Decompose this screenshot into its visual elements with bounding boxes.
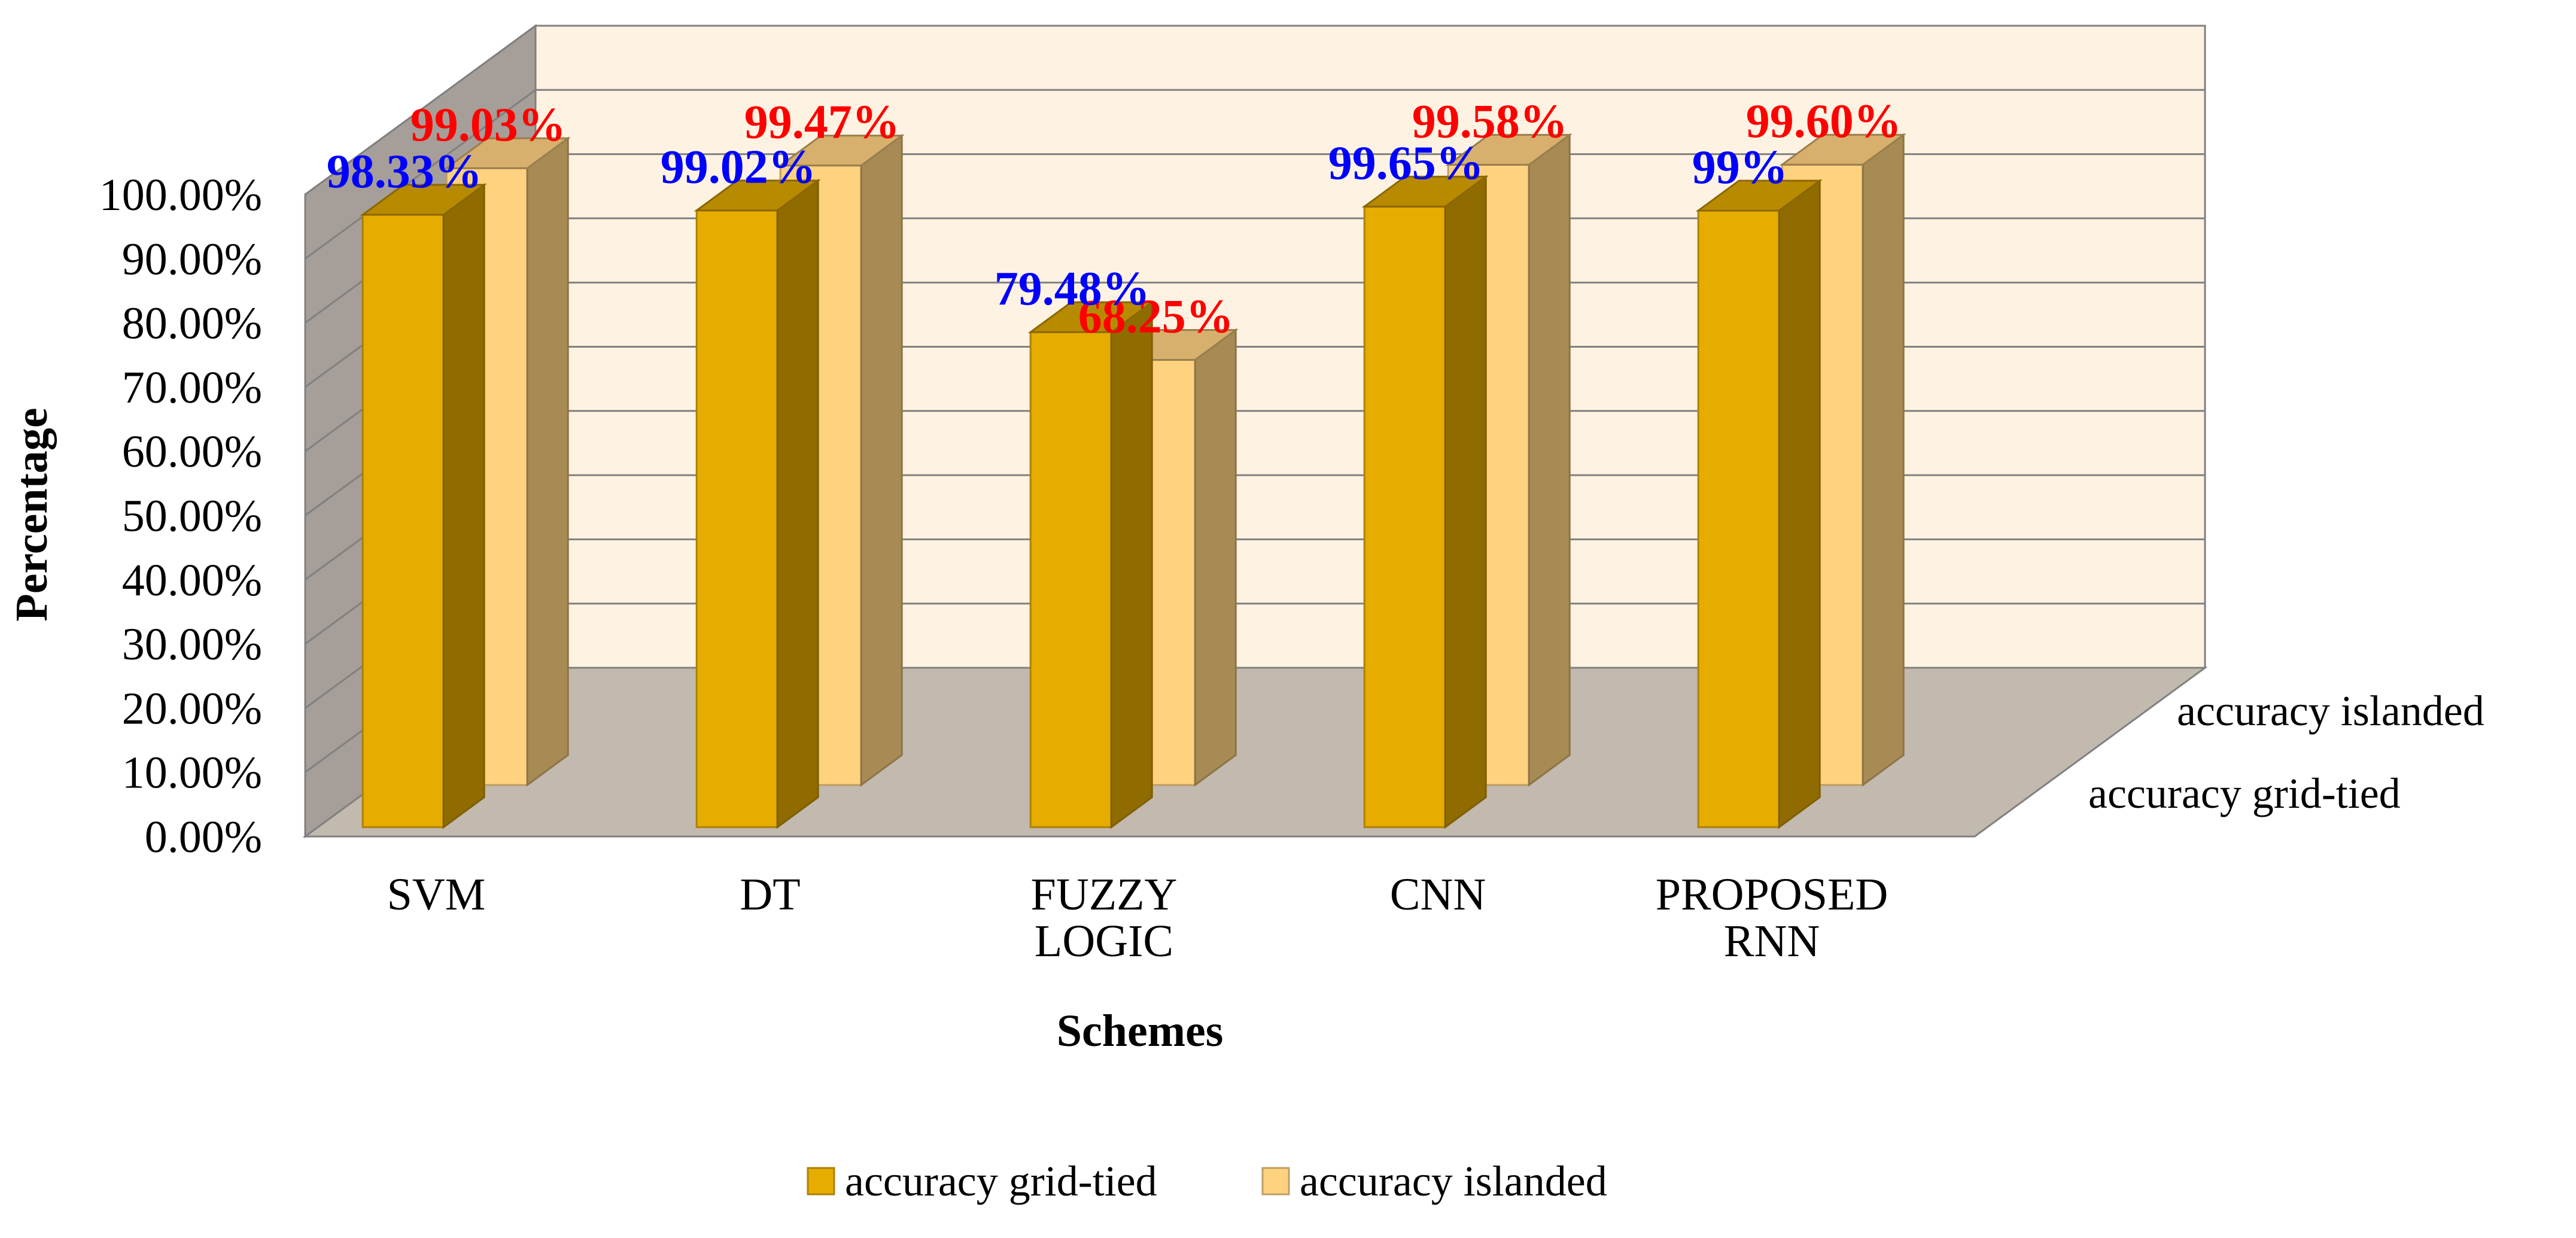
bar-front bbox=[695, 209, 778, 828]
data-label: 99.65% bbox=[1328, 137, 1484, 190]
bar-front bbox=[1029, 331, 1112, 828]
y-tick-label: 70.00% bbox=[122, 363, 262, 413]
bar-side bbox=[526, 136, 569, 787]
bar-top bbox=[1027, 301, 1155, 333]
y-tick-label: 30.00% bbox=[122, 619, 262, 670]
bar-side bbox=[860, 133, 903, 787]
bar-front bbox=[361, 214, 445, 828]
data-label: 98.33% bbox=[327, 145, 482, 198]
bar-top bbox=[1361, 175, 1489, 208]
legend-item: accuracy islanded bbox=[1261, 1157, 1607, 1205]
legend-label: accuracy islanded bbox=[1300, 1157, 1607, 1205]
y-tick-label: 80.00% bbox=[122, 299, 262, 349]
legend-label: accuracy grid-tied bbox=[845, 1157, 1157, 1205]
y-tick-label: 100.00% bbox=[99, 170, 262, 220]
data-label: 68.25% bbox=[1078, 291, 1234, 343]
legend: accuracy grid-tied accuracy islanded bbox=[807, 1157, 1607, 1205]
x-axis-title: Schemes bbox=[1057, 1006, 1224, 1056]
floor bbox=[302, 667, 2208, 838]
data-label: 99.47% bbox=[744, 96, 900, 149]
category-label: LOGIC bbox=[1035, 916, 1173, 966]
data-label: 99% bbox=[1692, 141, 1788, 194]
gridline-side bbox=[305, 89, 536, 260]
legend-item: accuracy grid-tied bbox=[807, 1157, 1157, 1205]
bars bbox=[360, 133, 1906, 829]
legend-swatch bbox=[1261, 1167, 1290, 1196]
bar-side bbox=[1528, 133, 1571, 787]
bar-front bbox=[1363, 205, 1446, 828]
data-label: 99.58% bbox=[1412, 95, 1568, 148]
bar-top bbox=[694, 180, 821, 212]
gridline-side bbox=[305, 25, 536, 196]
y-tick-label: 60.00% bbox=[122, 427, 262, 477]
category-label: CNN bbox=[1390, 869, 1486, 920]
bar-side bbox=[442, 182, 485, 829]
category-label: PROPOSED bbox=[1656, 869, 1888, 920]
y-tick-label: 0.00% bbox=[145, 812, 262, 862]
y-tick-label: 40.00% bbox=[122, 555, 262, 606]
y-tick-label: 90.00% bbox=[122, 234, 262, 284]
legend-swatch bbox=[807, 1167, 835, 1196]
data-label: 99.60% bbox=[1746, 95, 1902, 148]
bar-front bbox=[1697, 209, 1780, 828]
data-labels: 99.03% 99.47% 68.25% 99.58% 99.60% 98.33% 99.0… bbox=[327, 95, 1902, 343]
y-tick-label: 50.00% bbox=[122, 491, 262, 542]
data-label: 99.02% bbox=[661, 141, 816, 194]
depth-axis-label: accuracy grid-tied bbox=[2088, 769, 2401, 817]
bar-top bbox=[360, 184, 487, 216]
bar-top bbox=[1695, 180, 1823, 212]
y-tick-label: 10.00% bbox=[122, 748, 262, 798]
bar-top bbox=[1445, 133, 1573, 166]
bar-top bbox=[1779, 133, 1906, 166]
bar-side bbox=[1444, 175, 1487, 829]
data-label: 99.03% bbox=[410, 99, 566, 151]
bar-side bbox=[1110, 300, 1153, 829]
bar-top bbox=[443, 137, 571, 169]
bar-side bbox=[1194, 328, 1237, 787]
data-label: 79.48% bbox=[994, 263, 1150, 315]
y-tick-label: 20.00% bbox=[122, 683, 262, 734]
category-label: FUZZY bbox=[1031, 869, 1178, 920]
category-label: DT bbox=[740, 869, 800, 920]
bar-0-1 bbox=[694, 178, 821, 829]
bar-side bbox=[776, 178, 819, 829]
y-tick-labels: 0.00% 10.00% 20.00% 30.00% 40.00% 50.00% 60.00… bbox=[99, 170, 262, 862]
chart-walls bbox=[302, 24, 2208, 838]
bar-side bbox=[1862, 133, 1905, 787]
bar-side bbox=[1778, 178, 1821, 829]
bar-0-0 bbox=[360, 182, 487, 829]
bar-top bbox=[777, 135, 905, 167]
bar-0-4 bbox=[1695, 178, 1823, 829]
depth-axis-labels: accuracy grid-tied accuracy islanded bbox=[2088, 687, 2484, 817]
category-label: RNN bbox=[1724, 916, 1820, 966]
depth-axis-label: accuracy islanded bbox=[2177, 687, 2484, 735]
bar-0-3 bbox=[1361, 175, 1489, 829]
y-axis-title: Percentage bbox=[7, 407, 57, 621]
category-label: SVM bbox=[387, 869, 486, 920]
bar-0-2 bbox=[1027, 300, 1155, 829]
